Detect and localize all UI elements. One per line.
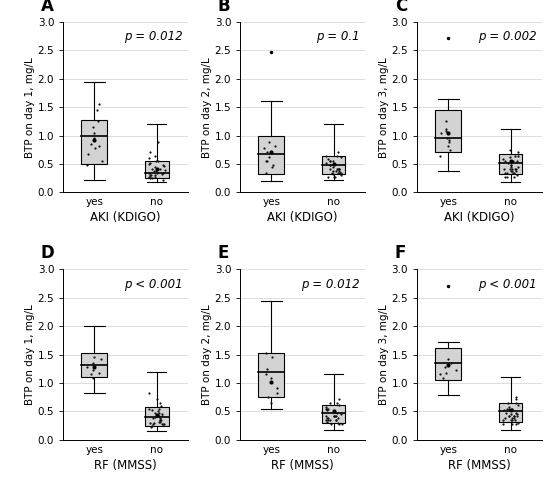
Bar	[435, 110, 461, 152]
Bar	[322, 156, 345, 174]
X-axis label: RF (MMSS): RF (MMSS)	[94, 459, 157, 472]
Text: p = 0.012: p = 0.012	[301, 278, 360, 291]
Text: p = 0.012: p = 0.012	[124, 31, 183, 43]
Bar	[435, 347, 461, 380]
Bar	[81, 353, 107, 377]
X-axis label: RF (MMSS): RF (MMSS)	[448, 459, 511, 472]
Bar	[258, 136, 284, 174]
Text: A: A	[41, 0, 54, 15]
Y-axis label: BTP on day 3, mg/L: BTP on day 3, mg/L	[379, 57, 389, 157]
Text: E: E	[218, 244, 229, 262]
Bar	[499, 154, 522, 174]
Text: D: D	[41, 244, 54, 262]
Text: p = 0.1: p = 0.1	[316, 31, 360, 43]
Bar	[499, 403, 522, 422]
X-axis label: AKI (KDIGO): AKI (KDIGO)	[444, 211, 515, 225]
Text: B: B	[218, 0, 230, 15]
Y-axis label: BTP on day 1, mg/L: BTP on day 1, mg/L	[25, 304, 35, 405]
Bar	[322, 404, 345, 423]
Text: p < 0.001: p < 0.001	[124, 278, 183, 291]
Bar	[145, 407, 168, 426]
Y-axis label: BTP on day 1, mg/L: BTP on day 1, mg/L	[25, 57, 35, 157]
Text: F: F	[395, 244, 406, 262]
X-axis label: RF (MMSS): RF (MMSS)	[271, 459, 334, 472]
Text: p = 0.002: p = 0.002	[478, 31, 537, 43]
Bar	[145, 161, 168, 178]
Text: C: C	[395, 0, 407, 15]
Text: p < 0.001: p < 0.001	[478, 278, 537, 291]
Y-axis label: BTP on day 2, mg/L: BTP on day 2, mg/L	[202, 304, 212, 405]
Y-axis label: BTP on day 2, mg/L: BTP on day 2, mg/L	[202, 57, 212, 157]
Bar	[81, 120, 107, 164]
X-axis label: AKI (KDIGO): AKI (KDIGO)	[267, 211, 338, 225]
Bar	[258, 353, 284, 397]
Y-axis label: BTP on day 3, mg/L: BTP on day 3, mg/L	[379, 304, 389, 405]
X-axis label: AKI (KDIGO): AKI (KDIGO)	[90, 211, 161, 225]
